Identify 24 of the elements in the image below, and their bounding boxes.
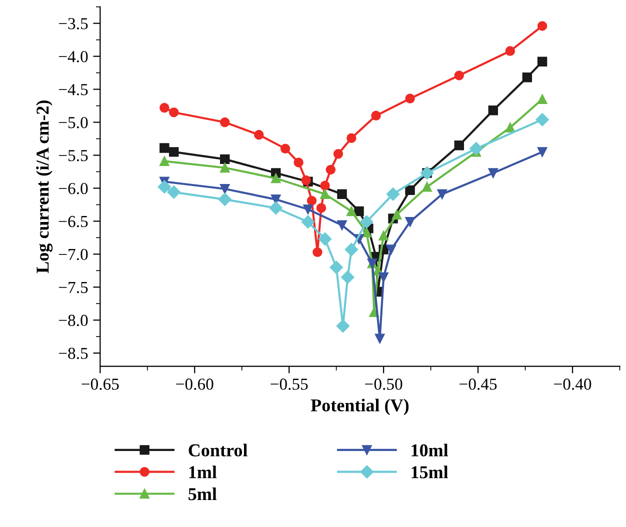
y-tick-label: −7.0 bbox=[58, 248, 88, 260]
y-tick-label: −3.5 bbox=[58, 18, 88, 30]
legend-label: Control bbox=[188, 444, 248, 456]
y-tick-label: −5.0 bbox=[58, 116, 88, 128]
y-tick-label: −6.0 bbox=[58, 182, 88, 194]
legend-label: 15ml bbox=[412, 466, 448, 478]
y-tick-label: −4.5 bbox=[58, 84, 88, 96]
y-tick-label: −6.5 bbox=[58, 216, 88, 228]
x-tick-label: −0.60 bbox=[176, 378, 214, 390]
y-tick-label: −8.0 bbox=[58, 314, 88, 326]
x-tick-label: −0.45 bbox=[460, 378, 497, 390]
x-tick-label: −0.40 bbox=[554, 378, 592, 390]
legend-label: 1ml bbox=[189, 466, 217, 478]
x-tick-label: −0.50 bbox=[365, 378, 402, 390]
x-tick-label: −0.65 bbox=[82, 378, 119, 390]
legend-label: 10ml bbox=[412, 444, 448, 456]
y-tick-label: −7.5 bbox=[58, 282, 88, 294]
y-axis-title: Log current (i/A cm-2) bbox=[36, 100, 53, 274]
y-tick-label: −4.0 bbox=[58, 51, 88, 62]
x-axis-title: Potential (V) bbox=[310, 398, 409, 416]
x-tick-label: −0.55 bbox=[270, 378, 308, 390]
y-tick-label: −5.5 bbox=[58, 150, 88, 162]
legend-label: 5ml bbox=[188, 488, 217, 500]
y-tick-label: −8.5 bbox=[58, 348, 88, 360]
